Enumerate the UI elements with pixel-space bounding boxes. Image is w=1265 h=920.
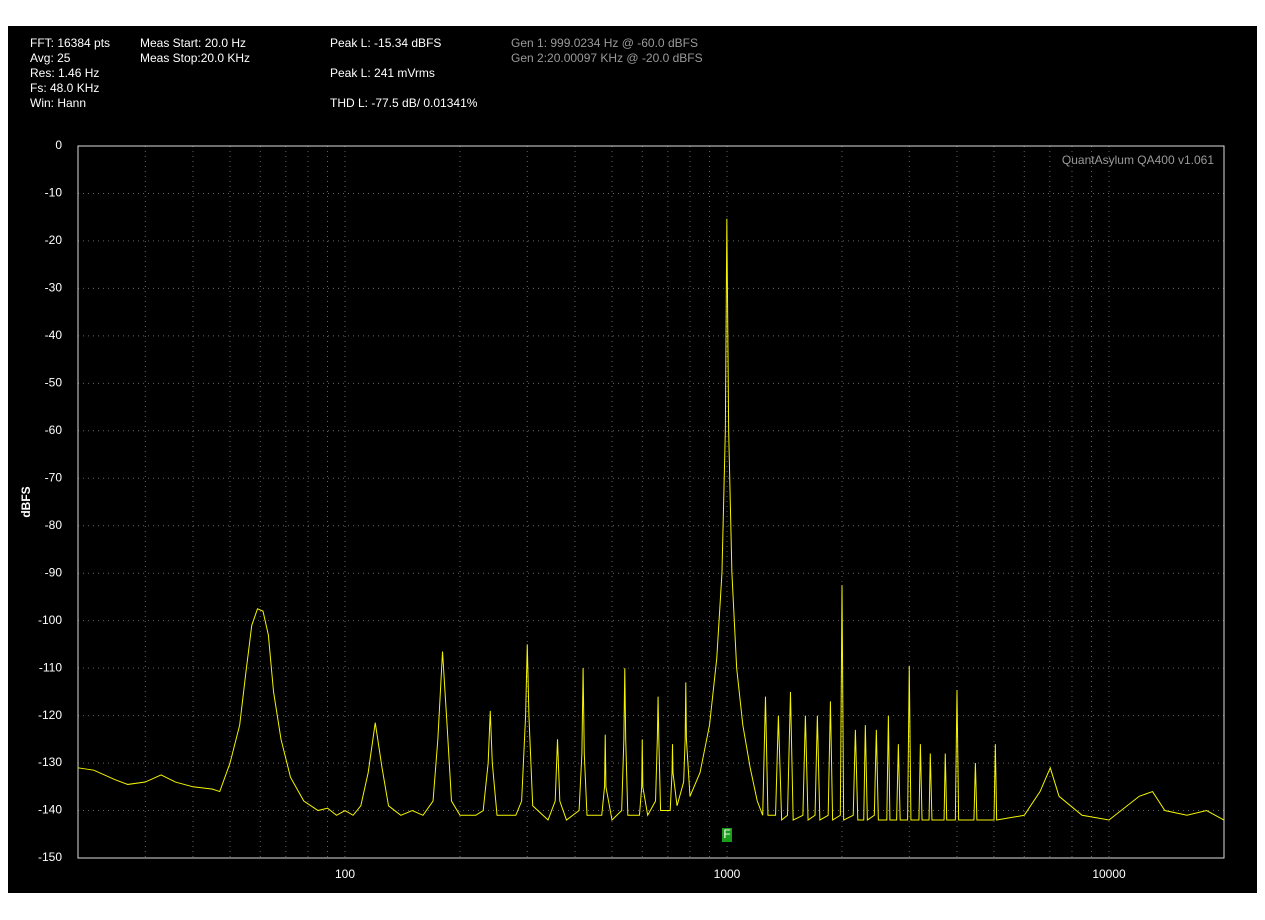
generator: Gen 2:20.00097 KHz @ -20.0 dBFS xyxy=(511,51,703,65)
y-tick-label: -70 xyxy=(45,470,63,484)
y-tick-label: -30 xyxy=(45,281,63,295)
y-tick-label: -140 xyxy=(38,803,62,817)
y-tick-label: -50 xyxy=(45,376,63,390)
setting: FFT: 16384 pts xyxy=(30,36,110,50)
panel xyxy=(8,26,1257,893)
y-tick-label: -60 xyxy=(45,423,63,437)
setting: Fs: 48.0 KHz xyxy=(30,81,99,95)
y-tick-label: -80 xyxy=(45,518,63,532)
y-tick-label: -100 xyxy=(38,613,62,627)
y-tick-label: -120 xyxy=(38,708,62,722)
x-tick-label: 1000 xyxy=(714,867,741,881)
y-tick-label: -150 xyxy=(38,850,62,864)
watermark: QuantAsylum QA400 v1.061 xyxy=(1062,153,1214,167)
readout: THD L: -77.5 dB/ 0.01341% xyxy=(330,96,478,110)
plot-border xyxy=(77,145,1225,859)
setting: Win: Hann xyxy=(30,96,86,110)
spectrum-line xyxy=(77,218,1225,822)
y-tick-label: 0 xyxy=(55,138,62,152)
y-tick-label: -20 xyxy=(45,233,63,247)
marker-label: F xyxy=(723,827,730,841)
measure: Meas Start: 20.0 Hz xyxy=(140,36,246,50)
setting: Avg: 25 xyxy=(30,51,71,65)
marker-box xyxy=(722,828,733,842)
header: FFT: 16384 pts Avg: 25 Res: 1.46 Hz Fs: … xyxy=(30,36,703,110)
y-tick-label: -40 xyxy=(45,328,63,342)
setting: Res: 1.46 Hz xyxy=(30,66,99,80)
readout: Peak L: 241 mVrms xyxy=(330,66,435,80)
readout: Peak L: -15.34 dBFS xyxy=(330,36,441,50)
generator: Gen 1: 999.0234 Hz @ -60.0 dBFS xyxy=(511,36,698,50)
y-tick-label: -90 xyxy=(45,565,63,579)
x-tick-label: 100 xyxy=(335,867,355,881)
x-tick-label: 10000 xyxy=(1092,867,1126,881)
y-tick-label: -130 xyxy=(38,755,62,769)
y-axis-label: dBFS xyxy=(19,486,33,517)
y-tick-label: -10 xyxy=(45,186,63,200)
y-tick-label: -110 xyxy=(39,660,62,674)
measure: Meas Stop:20.0 KHz xyxy=(140,51,250,65)
